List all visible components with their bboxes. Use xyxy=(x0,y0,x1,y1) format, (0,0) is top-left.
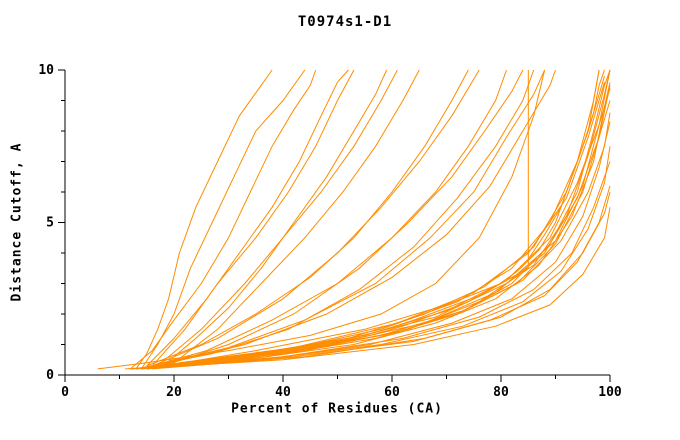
svg-text:5: 5 xyxy=(46,216,54,231)
chart-title: T0974s1-D1 xyxy=(297,14,393,30)
svg-text:60: 60 xyxy=(384,385,400,400)
svg-text:10: 10 xyxy=(38,63,54,78)
svg-text:0: 0 xyxy=(61,385,69,400)
x-axis-label: Percent of Residues (CA) xyxy=(231,401,443,417)
svg-text:100: 100 xyxy=(598,385,622,400)
svg-text:20: 20 xyxy=(166,385,182,400)
svg-text:40: 40 xyxy=(275,385,291,400)
svg-text:80: 80 xyxy=(493,385,509,400)
svg-text:0: 0 xyxy=(46,368,54,383)
